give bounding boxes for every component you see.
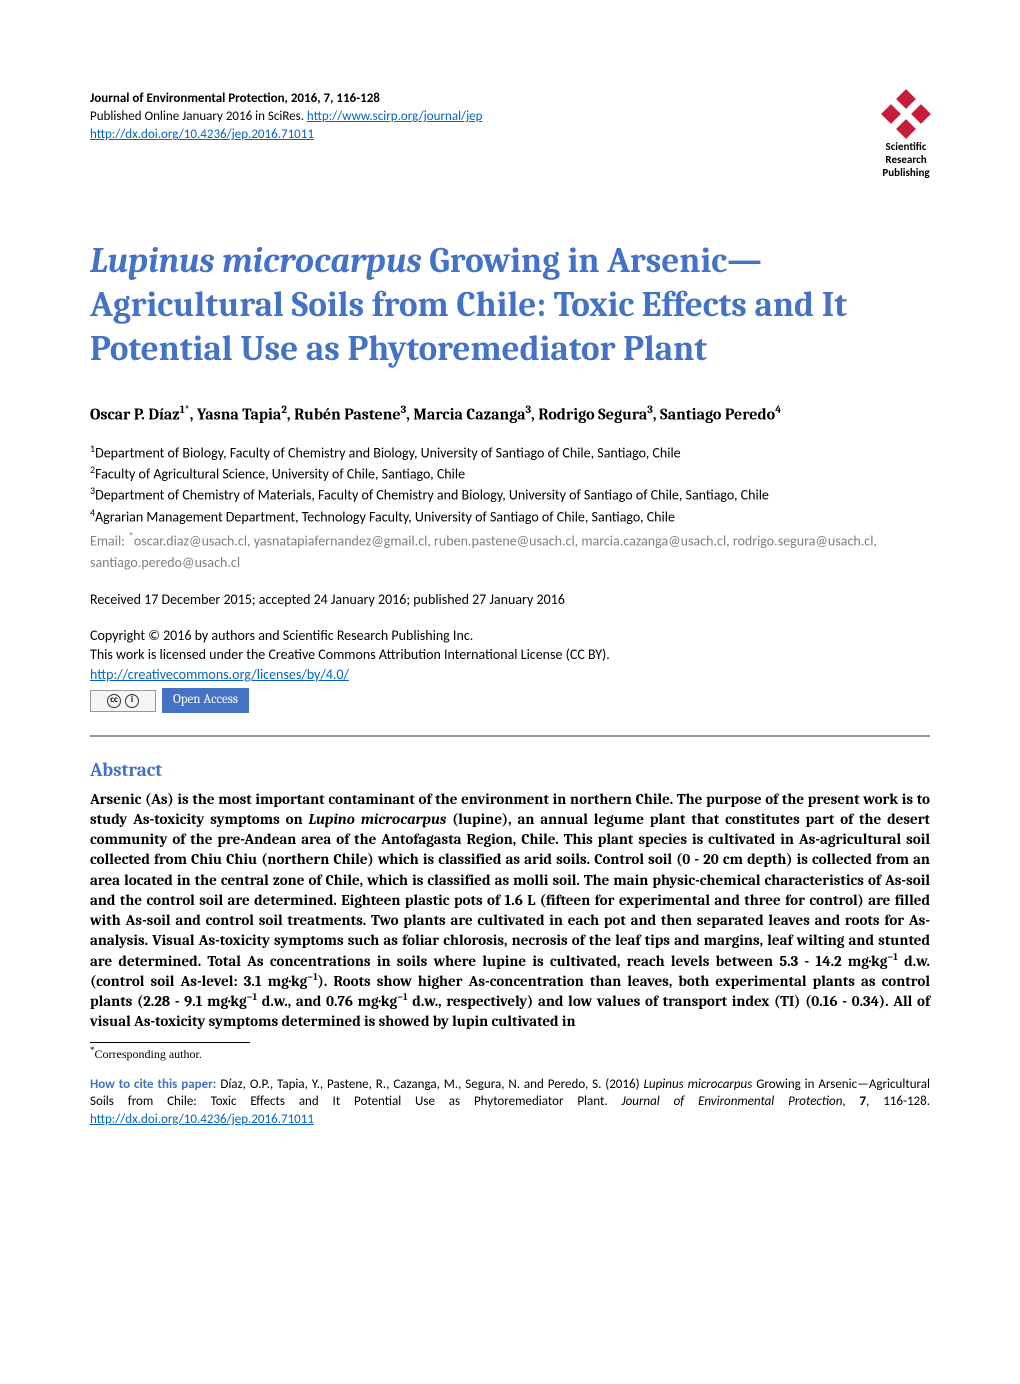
- journal-url-link[interactable]: http://www.scirp.org/journal/jep: [307, 109, 483, 124]
- published-line: Published Online January 2016 in SciRes.…: [90, 108, 482, 126]
- cite-tail: ,: [842, 1094, 859, 1109]
- cite-url-link[interactable]: http://dx.doi.org/10.4236/jep.2016.71011: [90, 1112, 314, 1127]
- cc-icon: cc: [107, 694, 121, 708]
- cite-italic1: Lupinus microcarpus: [643, 1077, 752, 1092]
- abstract-heading: Abstract: [90, 759, 930, 781]
- cite-italic2: Journal of Environmental Protection: [621, 1094, 842, 1109]
- header-row: Journal of Environmental Protection, 201…: [90, 90, 930, 179]
- license-url-line: http://creativecommons.org/licenses/by/4…: [90, 665, 930, 685]
- cite-label: How to cite this paper:: [90, 1077, 216, 1092]
- cc-row: cc i Open Access: [90, 688, 930, 712]
- cite-pages: , 116-128.: [866, 1094, 930, 1109]
- paper-page: Journal of Environmental Protection, 201…: [0, 0, 1020, 1168]
- license-link[interactable]: http://creativecommons.org/licenses/by/4…: [90, 666, 349, 683]
- publisher-diamond-icon: [882, 90, 930, 138]
- copyright-line1: Copyright © 2016 by authors and Scientif…: [90, 626, 930, 646]
- publisher-line2: Research: [882, 153, 930, 166]
- affiliation-item: 3Department of Chemistry of Materials, F…: [90, 484, 930, 505]
- email-addresses: oscar.diaz@usach.cl, yasnatapiafernandez…: [90, 533, 877, 571]
- paper-title: Lupinus microcarpus Growing in Arsenic—A…: [90, 239, 930, 370]
- citation-box: How to cite this paper: Díaz, O.P., Tapi…: [90, 1076, 930, 1129]
- journal-name-line: Journal of Environmental Protection, 201…: [90, 90, 482, 108]
- footnote-text: Corresponding author.: [95, 1047, 202, 1061]
- section-divider: [90, 735, 930, 737]
- email-label: Email:: [90, 533, 128, 550]
- publisher-line1: Scientific: [882, 140, 930, 153]
- cc-by-badge-icon: cc i: [90, 690, 156, 712]
- publisher-line3: Publishing: [882, 166, 930, 179]
- affiliation-item: 4Agrarian Management Department, Technol…: [90, 506, 930, 527]
- affiliation-item: 2Faculty of Agricultural Science, Univer…: [90, 463, 930, 484]
- dates-line: Received 17 December 2015; accepted 24 J…: [90, 591, 930, 608]
- by-icon: i: [125, 694, 139, 708]
- corresponding-footnote: *Corresponding author.: [90, 1045, 930, 1062]
- cite-pre: Díaz, O.P., Tapia, Y., Pastene, R., Caza…: [216, 1077, 643, 1092]
- open-access-badge: Open Access: [162, 688, 249, 712]
- copyright-line2: This work is licensed under the Creative…: [90, 645, 930, 665]
- journal-info: Journal of Environmental Protection, 201…: [90, 90, 482, 145]
- published-prefix: Published Online January 2016 in SciRes.: [90, 109, 307, 124]
- affiliation-item: 1Department of Biology, Faculty of Chemi…: [90, 442, 930, 463]
- copyright-block: Copyright © 2016 by authors and Scientif…: [90, 626, 930, 713]
- doi-line: http://dx.doi.org/10.4236/jep.2016.71011: [90, 126, 482, 144]
- affiliations-block: 1Department of Biology, Faculty of Chemi…: [90, 442, 930, 527]
- abstract-body: Arsenic (As) is the most important conta…: [90, 789, 930, 1032]
- publisher-logo: Scientific Research Publishing: [882, 90, 930, 179]
- footnote-rule: [90, 1042, 250, 1043]
- email-line: Email: *oscar.diaz@usach.cl, yasnatapiaf…: [90, 529, 930, 573]
- authors-line: Oscar P. Díaz1*, Yasna Tapia2, Rubén Pas…: [90, 402, 930, 426]
- title-italic: Lupinus microcarpus: [90, 240, 422, 281]
- doi-link[interactable]: http://dx.doi.org/10.4236/jep.2016.71011: [90, 127, 314, 142]
